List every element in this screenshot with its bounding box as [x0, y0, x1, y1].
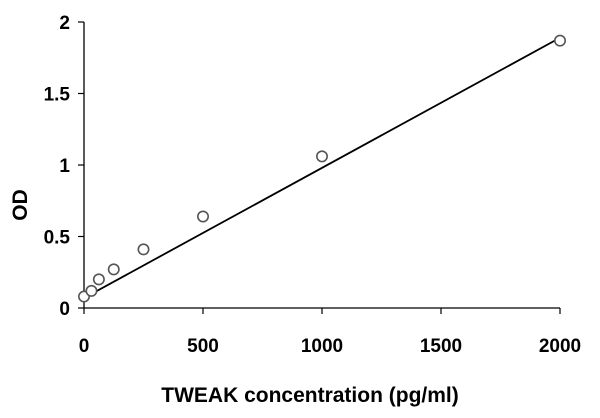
x-tick-label: 1000 — [301, 336, 343, 357]
y-tick-label: 1 — [59, 156, 70, 177]
y-tick-label: 0 — [59, 299, 70, 320]
x-axis-label: TWEAK concentration (pg/ml) — [161, 384, 459, 407]
data-point — [197, 210, 210, 223]
axes — [83, 22, 560, 309]
data-point — [553, 34, 566, 47]
data-point — [137, 243, 150, 256]
trendline — [83, 36, 561, 299]
y-tick-label: 1.5 — [44, 85, 71, 106]
x-tick-label: 0 — [79, 336, 90, 357]
trendline-group — [83, 36, 561, 299]
y-ticks: 0 0.5 1 1.5 2 — [44, 13, 84, 320]
data-point — [107, 263, 120, 276]
data-points — [78, 34, 566, 303]
x-tick-label: 500 — [187, 336, 219, 357]
x-tick-label: 1500 — [420, 336, 462, 357]
data-point — [92, 273, 105, 286]
y-tick-label: 0.5 — [44, 228, 71, 249]
x-ticks: 0 500 1000 1500 2000 — [79, 308, 581, 357]
data-point — [85, 284, 98, 297]
y-axis-label: OD — [9, 189, 32, 221]
data-point — [315, 150, 328, 163]
y-tick-label: 2 — [59, 13, 70, 34]
x-tick-label: 2000 — [539, 336, 581, 357]
